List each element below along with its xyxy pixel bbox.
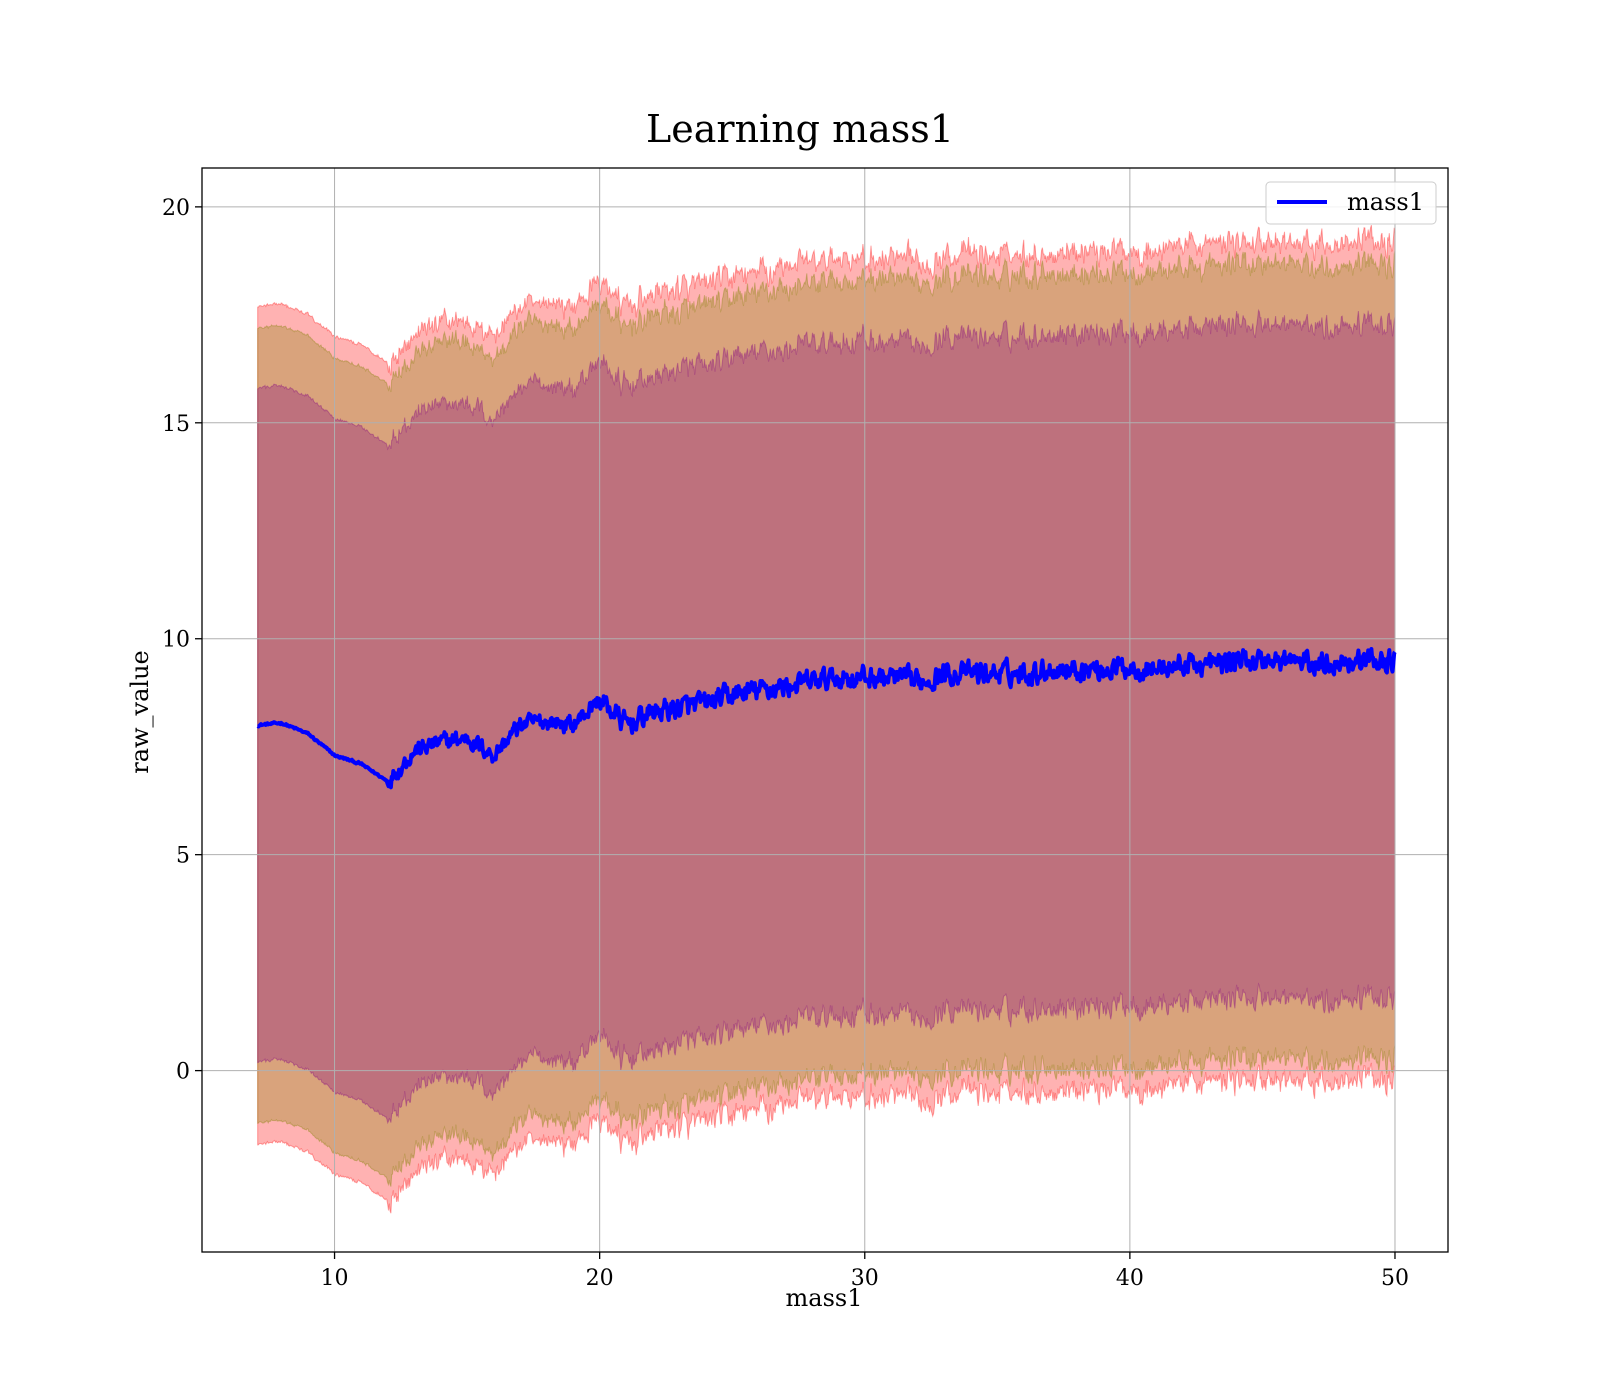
series-mass1 [256,647,1397,790]
x-tick-label: 10 [321,1266,349,1291]
y-tick-label: 10 [162,628,190,653]
y-tick-label: 5 [176,844,190,869]
y-tick-label: 20 [162,196,190,221]
x-tick-label: 20 [586,1266,614,1291]
y-axis-label: raw_value [126,650,154,774]
x-axis-label: mass1 [786,1284,863,1312]
x-tick-label: 40 [1116,1266,1144,1291]
plot-frame [201,167,1449,1253]
series-line-mass1 [256,647,1397,790]
plot-area: 10 20 30 40 50 0 5 10 15 20 [162,167,1449,1291]
y-tick-label: 15 [162,412,190,437]
chart-title: Learning mass1 [646,107,954,151]
x-tick-label: 50 [1381,1266,1409,1291]
legend-box [1265,181,1437,225]
plot-content [257,224,1396,1214]
x-tick-label: 30 [851,1266,879,1291]
legend: mass1 [1265,181,1437,225]
y-tick-label: 0 [176,1060,190,1085]
legend-entry-mass1: mass1 [1347,188,1424,216]
band-inner [257,308,1396,1125]
